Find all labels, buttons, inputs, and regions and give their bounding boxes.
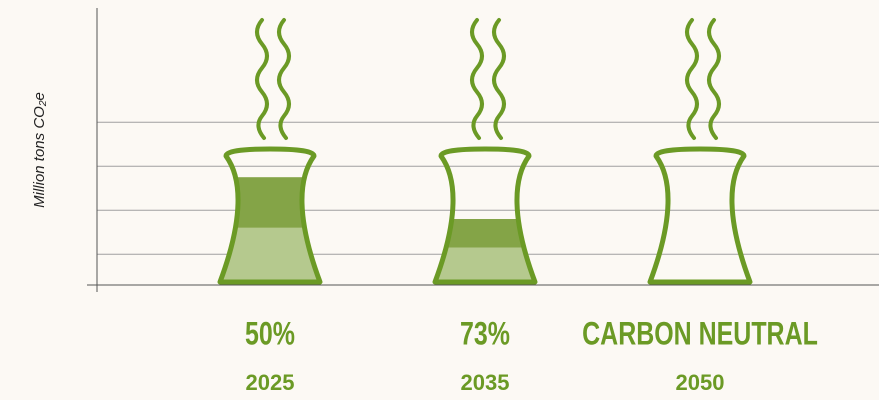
y-axis-label: Million tons CO₂e [31,92,48,208]
x-tick-label: 2050 [676,370,725,395]
steam [255,18,269,140]
x-tick-label: 2025 [246,370,295,395]
x-tick-label: 2035 [461,370,510,395]
tower-outline [217,146,323,285]
tower-outline [647,146,753,285]
steam [685,18,699,140]
steam [707,18,721,140]
annotation: 73% [460,315,510,351]
tower-fill [220,177,320,228]
tower-fill [435,219,535,248]
steam [470,18,484,140]
tower-fill [435,247,535,282]
annotation: CARBON NEUTRAL [582,315,818,351]
tower-outline [432,146,538,285]
steam [492,18,506,140]
steam [277,18,291,140]
annotation: 50% [245,315,295,351]
tower-fill [220,227,320,282]
